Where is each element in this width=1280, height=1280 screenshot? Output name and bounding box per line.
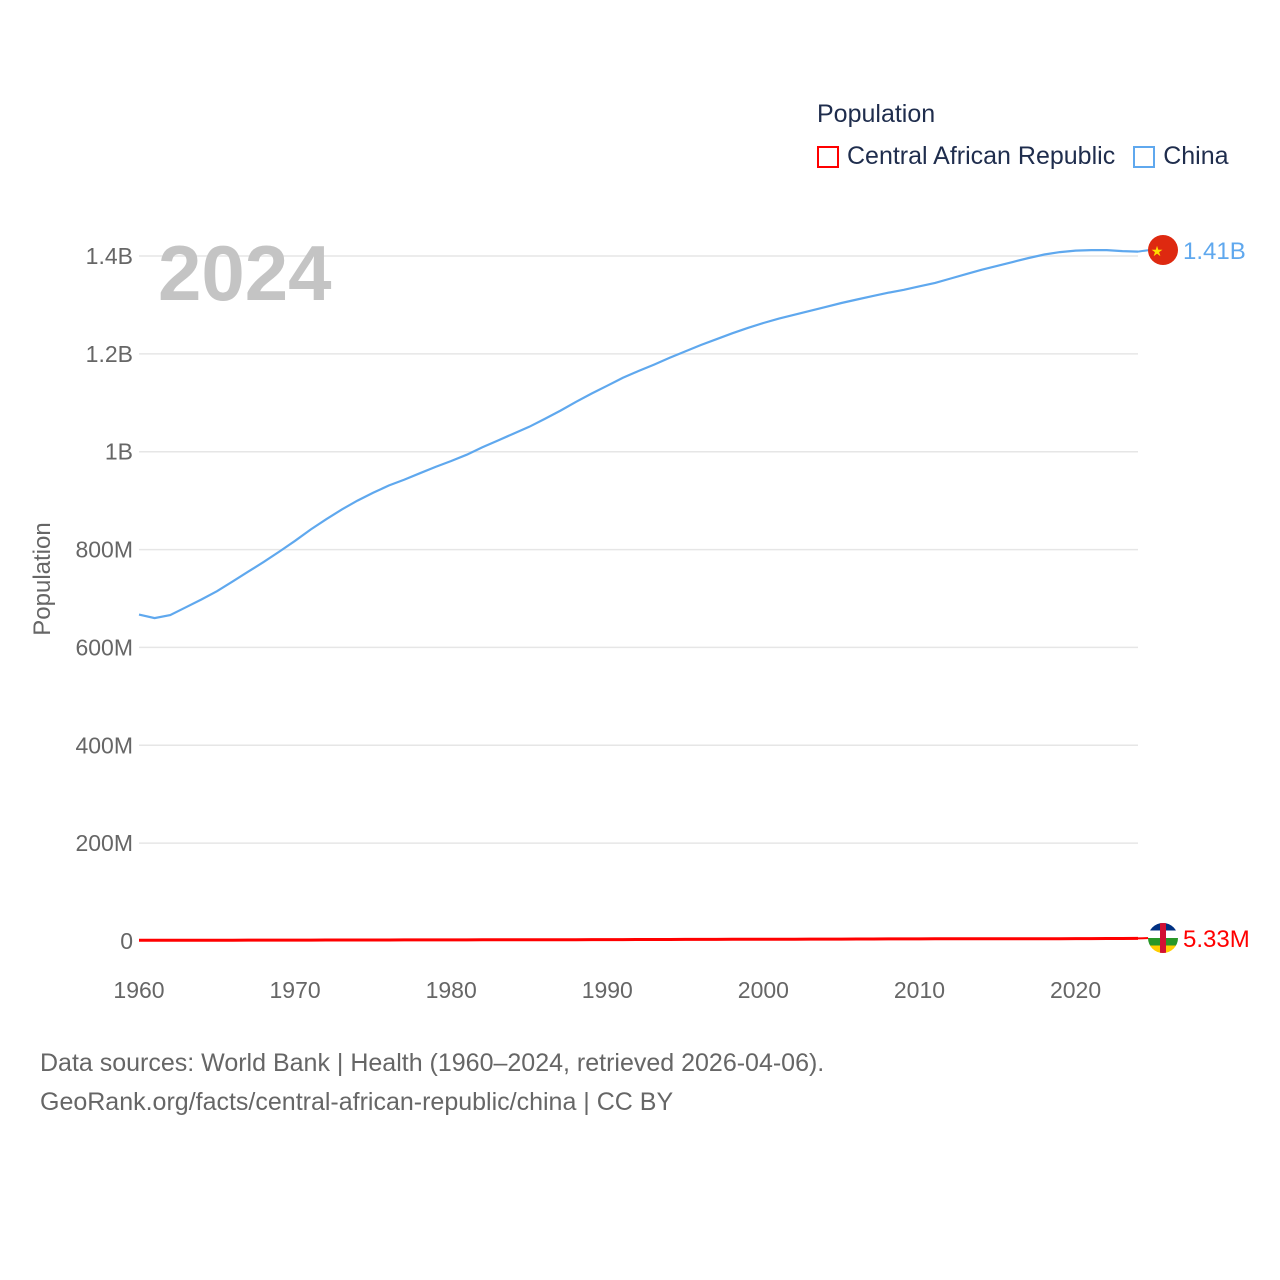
data-source-text: Data sources: World Bank | Health (1960–…	[40, 1049, 825, 1077]
y-tick-label: 400M	[75, 732, 133, 758]
x-tick-label: 1960	[113, 977, 164, 1003]
x-tick-label: 1970	[270, 977, 321, 1003]
y-tick-label: 800M	[75, 537, 133, 563]
flag-star-icon: ★	[1151, 243, 1164, 259]
y-tick-label: 1.4B	[86, 243, 133, 269]
y-tick-label: 1.2B	[86, 341, 133, 367]
y-tick-label: 1B	[105, 439, 133, 465]
x-tick-label: 1990	[582, 977, 633, 1003]
legend-label: China	[1163, 142, 1229, 170]
end-value-label: 5.33M	[1183, 926, 1250, 953]
y-tick-label: 600M	[75, 634, 133, 660]
series-line-china	[138, 249, 1139, 620]
series-line-central-african-republic	[139, 936, 1139, 942]
year-watermark: 2024	[158, 229, 332, 317]
x-tick-label: 2010	[894, 977, 945, 1003]
footer: Data sources: World Bank | Health (1960–…	[40, 1044, 824, 1122]
y-axis-label: Population	[29, 522, 56, 635]
legend-label: Central African Republic	[847, 142, 1116, 170]
legend-item-china[interactable]: China	[1133, 142, 1229, 171]
y-tick-label: 0	[120, 928, 133, 954]
legend-item-central-african-republic[interactable]: Central African Republic	[817, 142, 1115, 171]
attribution-link[interactable]: GeoRank.org/facts/central-african-republ…	[40, 1088, 674, 1116]
end-value-label: 1.41B	[1183, 238, 1246, 265]
china-flag-icon	[1148, 235, 1178, 265]
y-tick-label: 200M	[75, 830, 133, 856]
legend-title: Population	[817, 100, 936, 128]
x-tick-label: 1980	[426, 977, 477, 1003]
central-african-republic-flag-icon	[1148, 923, 1178, 953]
legend-swatch	[1133, 145, 1156, 168]
end-connector	[1137, 249, 1151, 253]
legend: Central African Republic China	[817, 142, 1247, 171]
x-tick-label: 2000	[738, 977, 789, 1003]
x-tick-label: 2020	[1050, 977, 1101, 1003]
legend-swatch	[817, 145, 839, 168]
